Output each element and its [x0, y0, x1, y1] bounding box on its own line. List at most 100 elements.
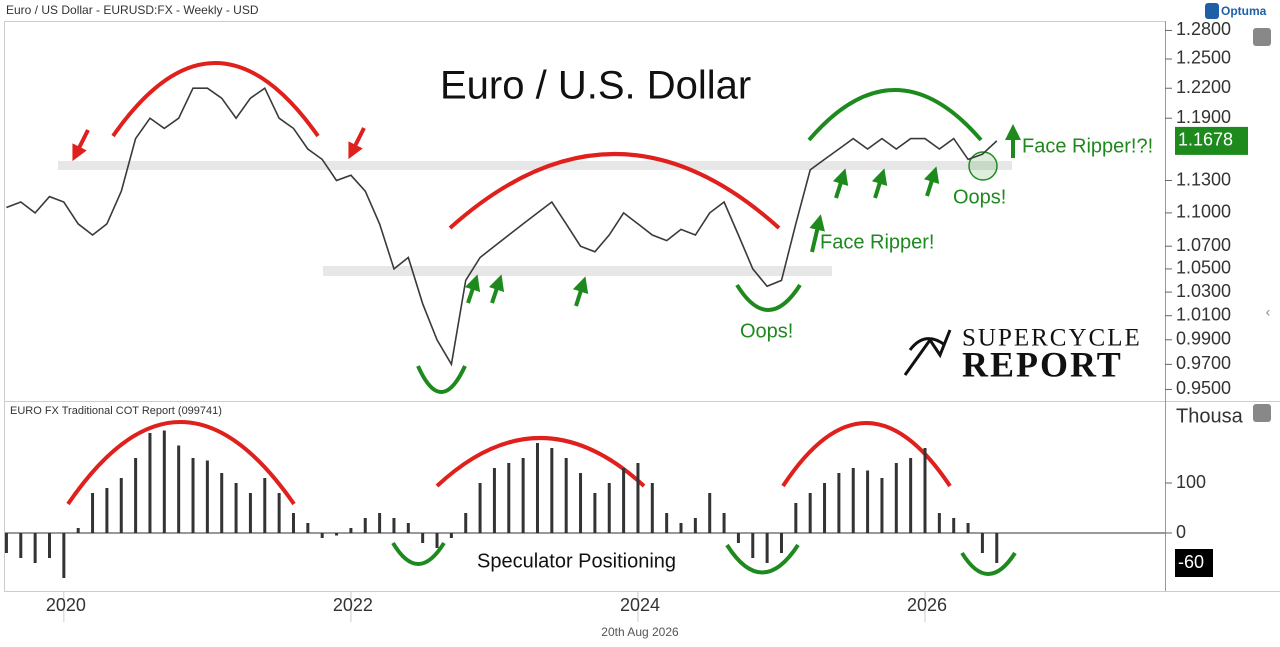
bar — [234, 483, 238, 533]
x-tick-label: 2020 — [46, 595, 86, 615]
bar — [478, 483, 482, 533]
bar — [406, 523, 410, 533]
bar — [507, 463, 511, 533]
bar — [823, 483, 827, 533]
bar — [91, 493, 95, 533]
last-value-label: -60 — [1178, 552, 1204, 572]
bar — [335, 533, 339, 536]
bar — [851, 468, 855, 533]
bar — [736, 533, 740, 543]
bar — [449, 533, 453, 538]
bar — [220, 473, 224, 533]
bar — [679, 523, 683, 533]
annotation: Speculator Positioning — [477, 550, 676, 572]
annotation: Face Ripper!?! — [1022, 135, 1153, 157]
bar — [693, 518, 697, 533]
bar — [665, 513, 669, 533]
arrows — [72, 124, 1021, 307]
annotation: Oops! — [953, 186, 1006, 208]
x-tick-label: 2024 — [620, 595, 660, 615]
x-tick-label: 2026 — [907, 595, 947, 615]
bar — [866, 470, 870, 533]
collapse-toggle[interactable]: ‹ — [1266, 304, 1271, 320]
bar — [909, 458, 913, 533]
y-tick-label: 1.1000 — [1176, 202, 1231, 222]
bar — [550, 448, 554, 533]
y-tick-label: 0 — [1176, 522, 1186, 542]
bar — [148, 433, 152, 533]
bar — [162, 430, 166, 533]
bar — [564, 458, 568, 533]
logo-line1: SUPERCYCLE — [962, 325, 1142, 352]
bar — [306, 523, 310, 533]
bar — [779, 533, 783, 553]
bar — [794, 503, 798, 533]
bar — [765, 533, 769, 563]
bar — [119, 478, 123, 533]
logo-icon — [903, 329, 952, 376]
bar — [248, 493, 252, 533]
bar — [177, 445, 181, 533]
y-tick-label: 1.2500 — [1176, 48, 1231, 68]
chart-title: Euro / U.S. Dollar — [440, 64, 751, 108]
bar — [105, 488, 109, 533]
bar — [263, 478, 267, 533]
y-tick-label: 0.9700 — [1176, 353, 1231, 373]
bar — [47, 533, 51, 558]
bar — [62, 533, 66, 578]
bar — [277, 493, 281, 533]
bar — [966, 523, 970, 533]
bar — [579, 473, 583, 533]
y-tick-label: 100 — [1176, 472, 1206, 492]
bar — [191, 458, 195, 533]
y-tick-label: 1.0300 — [1176, 281, 1231, 301]
bar — [923, 448, 927, 533]
bar — [607, 483, 611, 533]
bar — [708, 493, 712, 533]
bar — [33, 533, 37, 563]
price-line — [6, 87, 998, 367]
bar — [751, 533, 755, 558]
bar — [76, 528, 80, 533]
bar — [535, 443, 539, 533]
brand: Optuma — [1221, 4, 1267, 18]
y-tick-label: 0.9500 — [1176, 378, 1231, 398]
bar — [134, 458, 138, 533]
last-price-label: 1.1678 — [1178, 130, 1233, 150]
bar — [19, 533, 23, 558]
bar — [421, 533, 425, 543]
y-tick-label: 1.1900 — [1176, 107, 1231, 127]
last-value-tag — [1175, 549, 1213, 577]
bar — [980, 533, 984, 553]
bar — [4, 533, 8, 553]
bar — [464, 513, 468, 533]
last-price-tag — [1175, 126, 1248, 155]
lock-icons — [1253, 28, 1271, 422]
x-tick-label: 2022 — [333, 595, 373, 615]
bar — [995, 533, 999, 563]
logo-line2: REPORT — [962, 344, 1123, 384]
bar — [722, 513, 726, 533]
bar — [808, 493, 812, 533]
bar — [837, 473, 841, 533]
y-tick-label: 1.0100 — [1176, 304, 1231, 324]
bar — [650, 483, 654, 533]
bar — [952, 518, 956, 533]
bar — [363, 518, 367, 533]
y-tick-label: 1.0500 — [1176, 258, 1231, 278]
bar — [492, 468, 496, 533]
brand-icon — [1205, 3, 1219, 19]
bar — [622, 468, 626, 533]
y-axis-label: Thousa — [1176, 405, 1244, 427]
footer-date: 20th Aug 2026 — [601, 625, 679, 639]
bar — [291, 513, 295, 533]
bar — [378, 513, 382, 533]
y-tick-label: 0.9900 — [1176, 329, 1231, 349]
bar — [894, 463, 898, 533]
bar — [937, 513, 941, 533]
bar — [349, 528, 353, 533]
y-tick-label: 1.1300 — [1176, 169, 1231, 189]
bar — [392, 518, 396, 533]
